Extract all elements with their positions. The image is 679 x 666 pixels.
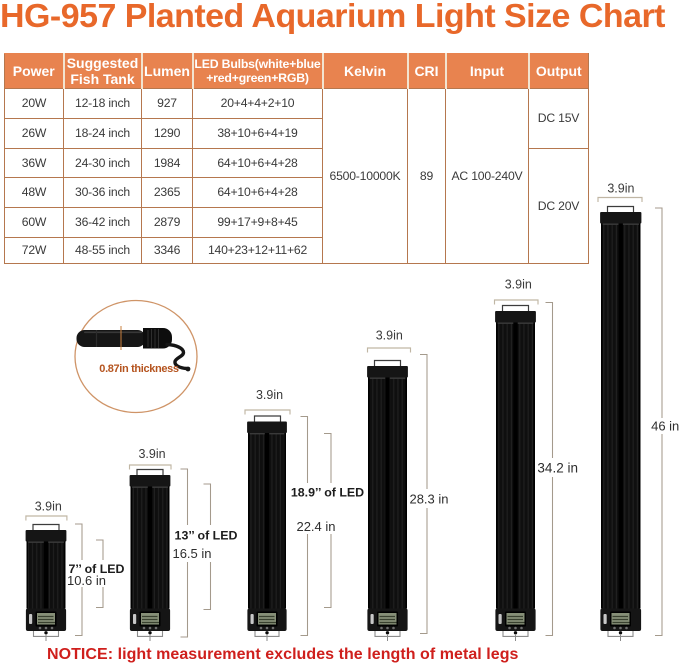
svg-text:0.87in thickness: 0.87in thickness (99, 363, 179, 375)
svg-text:7’’ of LED: 7’’ of LED (69, 562, 125, 576)
svg-text:3.9in: 3.9in (505, 278, 532, 292)
svg-text:28.3 in: 28.3 in (409, 492, 448, 507)
svg-text:3.9in: 3.9in (607, 182, 634, 196)
svg-text:18.9’’ of LED: 18.9’’ of LED (291, 486, 364, 500)
svg-text:13’’ of LED: 13’’ of LED (175, 529, 238, 543)
svg-text:3.9in: 3.9in (138, 447, 165, 461)
svg-text:34.2 in: 34.2 in (537, 461, 578, 476)
svg-text:3.9in: 3.9in (376, 329, 403, 343)
svg-text:3.9in: 3.9in (35, 500, 62, 514)
svg-text:10.6 in: 10.6 in (67, 573, 106, 588)
svg-text:16.5 in: 16.5 in (172, 546, 211, 561)
svg-text:3.9in: 3.9in (256, 388, 283, 402)
svg-text:22.4 in: 22.4 in (296, 519, 335, 534)
svg-text:46 in: 46 in (651, 419, 679, 434)
